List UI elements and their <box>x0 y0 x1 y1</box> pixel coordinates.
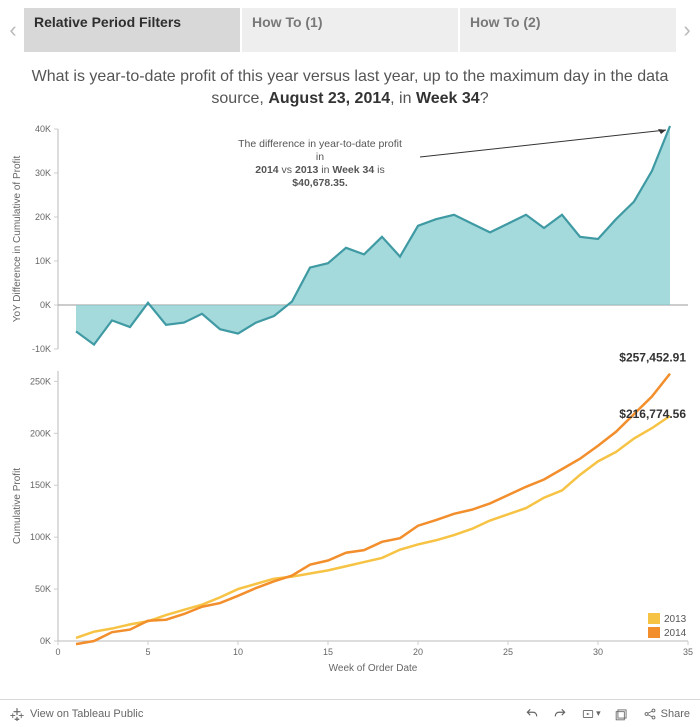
svg-text:10K: 10K <box>35 256 51 266</box>
svg-text:15: 15 <box>323 647 333 657</box>
title-mid: , in <box>390 90 416 107</box>
view-on-public-label: View on Tableau Public <box>30 708 143 720</box>
svg-text:Cumulative Profit: Cumulative Profit <box>12 467 23 543</box>
prev-tab-arrow[interactable]: ‹ <box>4 12 22 48</box>
svg-text:200K: 200K <box>30 428 51 438</box>
svg-text:5: 5 <box>145 647 150 657</box>
svg-text:0K: 0K <box>40 636 51 646</box>
chart-title: What is year-to-date profit of this year… <box>0 52 700 121</box>
tab-how-to-1[interactable]: How To (1) <box>242 8 458 52</box>
svg-text:50K: 50K <box>35 584 51 594</box>
svg-text:30: 30 <box>593 647 603 657</box>
share-button[interactable]: Share <box>643 707 690 721</box>
chart-container: -10K 0K 10K 20K 30K 40K YoY Difference in Cumu… <box>0 121 700 691</box>
svg-text:20K: 20K <box>35 212 51 222</box>
svg-text:10: 10 <box>233 647 243 657</box>
svg-text:30K: 30K <box>35 168 51 178</box>
tab-bar: Relative Period Filters How To (1) How T… <box>24 8 676 52</box>
title-week: Week 34 <box>416 90 480 107</box>
view-on-public-link[interactable]: View on Tableau Public <box>10 707 143 721</box>
svg-text:$257,452.91: $257,452.91 <box>619 350 686 364</box>
svg-text:Week of Order Date: Week of Order Date <box>329 663 418 674</box>
tableau-icon <box>10 707 24 721</box>
next-tab-arrow[interactable]: › <box>678 12 696 48</box>
footer-toolbar: View on Tableau Public ▾ Share <box>0 699 700 727</box>
svg-text:0K: 0K <box>40 300 51 310</box>
svg-text:20: 20 <box>413 647 423 657</box>
tab-how-to-2[interactable]: How To (2) <box>460 8 676 52</box>
tab-relative-period[interactable]: Relative Period Filters <box>24 8 240 52</box>
svg-text:25: 25 <box>503 647 513 657</box>
share-label: Share <box>661 708 690 720</box>
svg-text:0: 0 <box>55 647 60 657</box>
svg-text:250K: 250K <box>30 376 51 386</box>
title-post: ? <box>480 90 489 107</box>
svg-text:150K: 150K <box>30 480 51 490</box>
svg-text:2014 vs 2013 in Week 34 is: 2014 vs 2013 in Week 34 is <box>255 164 384 176</box>
svg-text:2014: 2014 <box>664 628 687 639</box>
svg-text:in: in <box>316 151 324 163</box>
undo-icon[interactable] <box>525 707 539 721</box>
svg-text:The difference in year-to-date: The difference in year-to-date profit <box>238 138 402 150</box>
fullscreen-icon[interactable] <box>615 707 629 721</box>
svg-text:-10K: -10K <box>32 344 51 354</box>
svg-text:100K: 100K <box>30 532 51 542</box>
svg-text:35: 35 <box>683 647 693 657</box>
replay-icon[interactable]: ▾ <box>581 707 601 721</box>
svg-text:YoY Difference in Cumulative o: YoY Difference in Cumulative of Profit <box>12 155 23 322</box>
redo-icon[interactable] <box>553 707 567 721</box>
svg-text:2013: 2013 <box>664 614 687 625</box>
title-date: August 23, 2014 <box>268 90 390 107</box>
svg-text:$40,678.35.: $40,678.35. <box>292 177 348 189</box>
svg-text:40K: 40K <box>35 124 51 134</box>
svg-text:$216,774.56: $216,774.56 <box>619 407 686 421</box>
